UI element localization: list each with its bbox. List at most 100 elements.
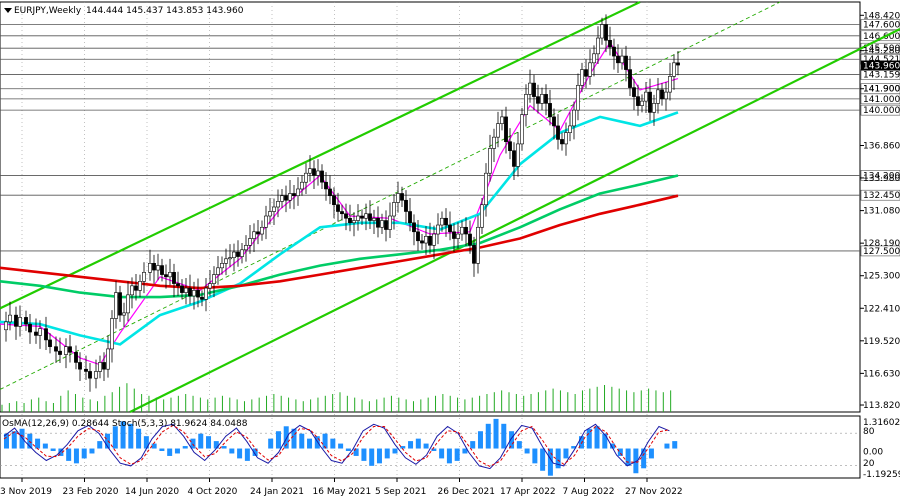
date-tick-label: 26 Dec 2021 <box>438 487 496 497</box>
candle <box>468 233 472 246</box>
candle <box>376 217 380 228</box>
candle <box>668 76 672 93</box>
candle <box>172 272 176 284</box>
osma-bar <box>641 448 647 469</box>
osma-bar <box>415 438 421 449</box>
candle <box>596 37 600 55</box>
candle <box>296 188 300 197</box>
indicator-label: OsMA(12,26,9) 0.28644 Stoch(5,3,3) 81.96… <box>2 419 248 429</box>
osma-bar <box>345 448 351 451</box>
osma-bar <box>4 433 9 449</box>
candle <box>138 281 142 291</box>
candle <box>636 96 640 106</box>
candle <box>208 283 212 289</box>
candle <box>284 195 288 201</box>
indicator-tick-label: 20 <box>863 459 875 469</box>
candle <box>288 193 292 201</box>
channel-line <box>129 28 900 413</box>
date-tick-label: 3 Nov 2019 <box>0 487 52 497</box>
candle <box>340 211 344 215</box>
date-tick-label: 27 Nov 2022 <box>625 487 683 497</box>
candle <box>14 314 18 327</box>
candle <box>336 204 340 212</box>
candle <box>292 193 296 197</box>
candle <box>532 82 536 97</box>
osma-bar <box>431 448 437 451</box>
osma-bar <box>625 448 631 466</box>
candle <box>220 263 224 269</box>
candle <box>572 109 576 127</box>
candle <box>620 55 624 64</box>
osma-bar <box>151 443 157 449</box>
candle <box>496 123 500 138</box>
osma-bar <box>291 428 297 449</box>
price-tick-label: 133.980 <box>863 174 900 184</box>
osma-bar <box>89 448 95 454</box>
candle <box>540 94 544 104</box>
candle <box>652 103 656 113</box>
candle <box>624 55 628 70</box>
candle <box>424 235 428 244</box>
candle <box>560 139 564 145</box>
candle <box>512 150 516 167</box>
candle <box>404 199 408 212</box>
osma-bar <box>633 448 639 474</box>
chart-menu-icon[interactable] <box>4 8 12 13</box>
candle <box>152 263 156 271</box>
indicator-tick-label: 1.31602 <box>863 418 900 428</box>
candle <box>444 217 448 226</box>
osma-bar <box>213 441 219 449</box>
date-tick-label: 17 Apr 2022 <box>500 487 556 497</box>
candle <box>252 231 256 239</box>
candle <box>676 62 680 66</box>
osma-bar <box>206 436 212 449</box>
price-axis: 148.420 145.280 141.900 136.860 133.980 131.0… <box>860 11 900 411</box>
candle <box>672 62 676 77</box>
candle <box>160 265 164 275</box>
candle <box>268 211 272 217</box>
candle <box>54 346 58 352</box>
candle <box>232 251 236 258</box>
candle <box>148 263 152 273</box>
osma-bar <box>81 448 87 459</box>
osma-bar <box>516 441 522 449</box>
osma-bar <box>167 448 173 456</box>
candle <box>580 69 584 86</box>
candle <box>224 258 228 264</box>
candle <box>68 346 72 353</box>
candle <box>508 141 512 151</box>
price-tick-label: 116.630 <box>863 369 900 379</box>
candle <box>480 204 484 228</box>
candle <box>176 283 180 287</box>
osma-bar <box>268 438 274 449</box>
osma-bar <box>338 443 344 449</box>
candle <box>568 125 572 133</box>
level-label: 141.900 <box>863 85 900 95</box>
price-tick-label: 113.820 <box>863 401 900 411</box>
candle <box>168 272 172 278</box>
osma-bar <box>11 431 17 449</box>
candle <box>188 287 192 297</box>
osma-bar <box>353 448 359 456</box>
level-label: 140.000 <box>863 106 900 116</box>
candle <box>524 94 528 115</box>
candle <box>440 217 444 226</box>
candle <box>192 290 196 297</box>
osma-bar <box>400 446 406 449</box>
candle <box>94 371 98 379</box>
osma-bar <box>307 438 313 449</box>
candle <box>300 181 304 190</box>
candle <box>660 89 664 100</box>
osma-bar <box>648 448 654 459</box>
price-tick-label: 148.420 <box>863 11 900 21</box>
osma-bar <box>182 446 188 449</box>
candle <box>432 233 436 246</box>
osma-bar <box>35 438 41 449</box>
osma-bar <box>524 448 530 454</box>
osma-bar <box>174 448 180 454</box>
osma-bar <box>501 423 507 449</box>
candle <box>126 294 130 314</box>
osma-bar <box>571 446 577 449</box>
candle <box>648 91 652 113</box>
osma-bar <box>237 448 243 459</box>
